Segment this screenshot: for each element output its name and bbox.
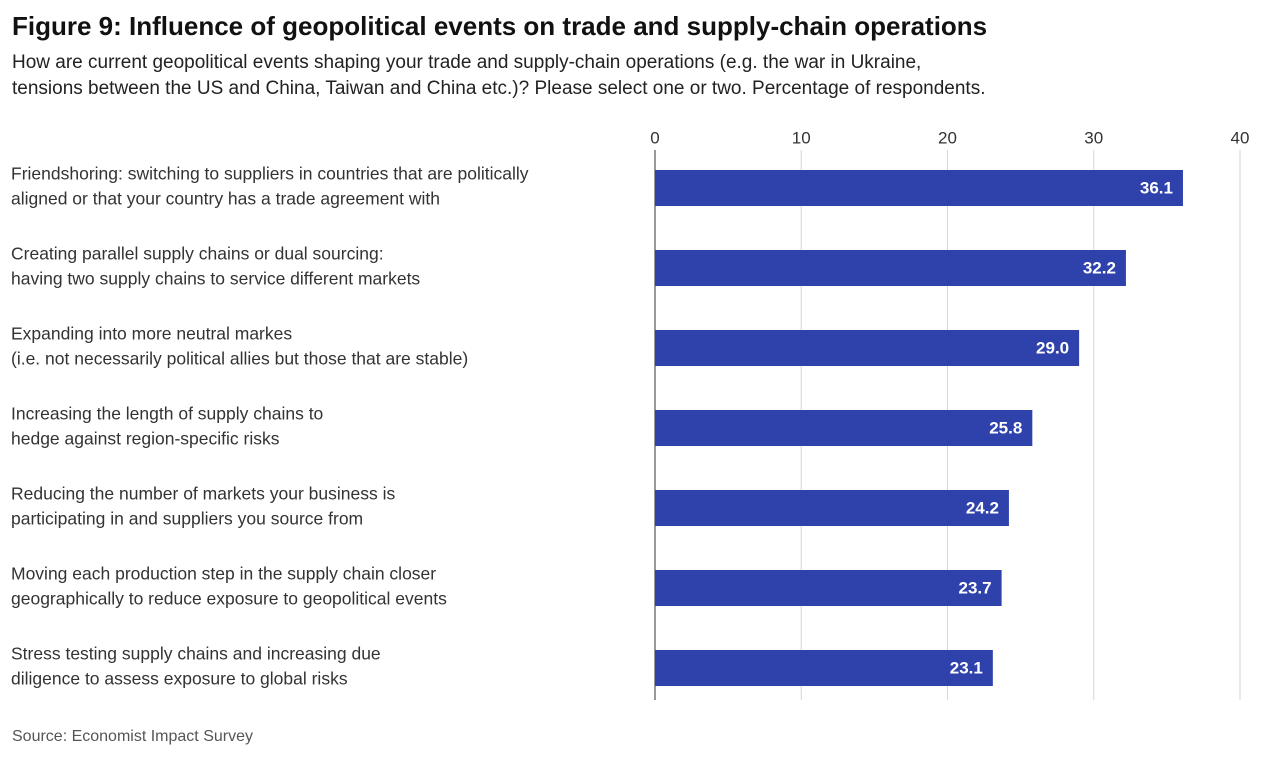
chart-subtitle: tensions between the US and China, Taiwa…	[12, 78, 985, 99]
value-label: 23.1	[950, 658, 983, 677]
chart-title: Figure 9: Influence of geopolitical even…	[12, 11, 987, 41]
category-label: participating in and suppliers you sourc…	[11, 509, 363, 529]
category-label: aligned or that your country has a trade…	[11, 189, 440, 209]
category-label: Expanding into more neutral markes	[11, 324, 292, 344]
x-tick-label: 10	[792, 128, 811, 147]
category-label: Increasing the length of supply chains t…	[11, 404, 323, 424]
bar	[655, 410, 1033, 446]
category-label: Friendshoring: switching to suppliers in…	[11, 164, 529, 184]
value-label: 29.0	[1036, 338, 1069, 357]
source-note: Source: Economist Impact Survey	[12, 728, 253, 745]
category-label: having two supply chains to service diff…	[11, 269, 420, 289]
x-tick-label: 0	[650, 128, 659, 147]
x-tick-label: 20	[938, 128, 957, 147]
bar	[655, 490, 1009, 526]
value-label: 25.8	[989, 418, 1022, 437]
x-tick-label: 40	[1231, 128, 1250, 147]
x-tick-label: 30	[1084, 128, 1103, 147]
bar	[655, 170, 1183, 206]
value-label: 24.2	[966, 498, 999, 517]
chart-subtitle: How are current geopolitical events shap…	[12, 52, 921, 73]
category-label: Reducing the number of markets your busi…	[11, 484, 395, 504]
bar	[655, 250, 1126, 286]
category-label: Moving each production step in the suppl…	[11, 564, 436, 584]
category-label: Stress testing supply chains and increas…	[11, 644, 381, 664]
value-label: 32.2	[1083, 258, 1116, 277]
category-label: Creating parallel supply chains or dual …	[11, 244, 384, 264]
category-label: hedge against region-specific risks	[11, 429, 280, 449]
bar	[655, 570, 1002, 606]
category-label: diligence to assess exposure to global r…	[11, 669, 348, 689]
category-label: geographically to reduce exposure to geo…	[11, 589, 447, 609]
category-label: (i.e. not necessarily political allies b…	[11, 349, 468, 369]
bar	[655, 650, 993, 686]
bar	[655, 330, 1080, 366]
value-label: 36.1	[1140, 178, 1173, 197]
value-label: 23.7	[959, 578, 992, 597]
